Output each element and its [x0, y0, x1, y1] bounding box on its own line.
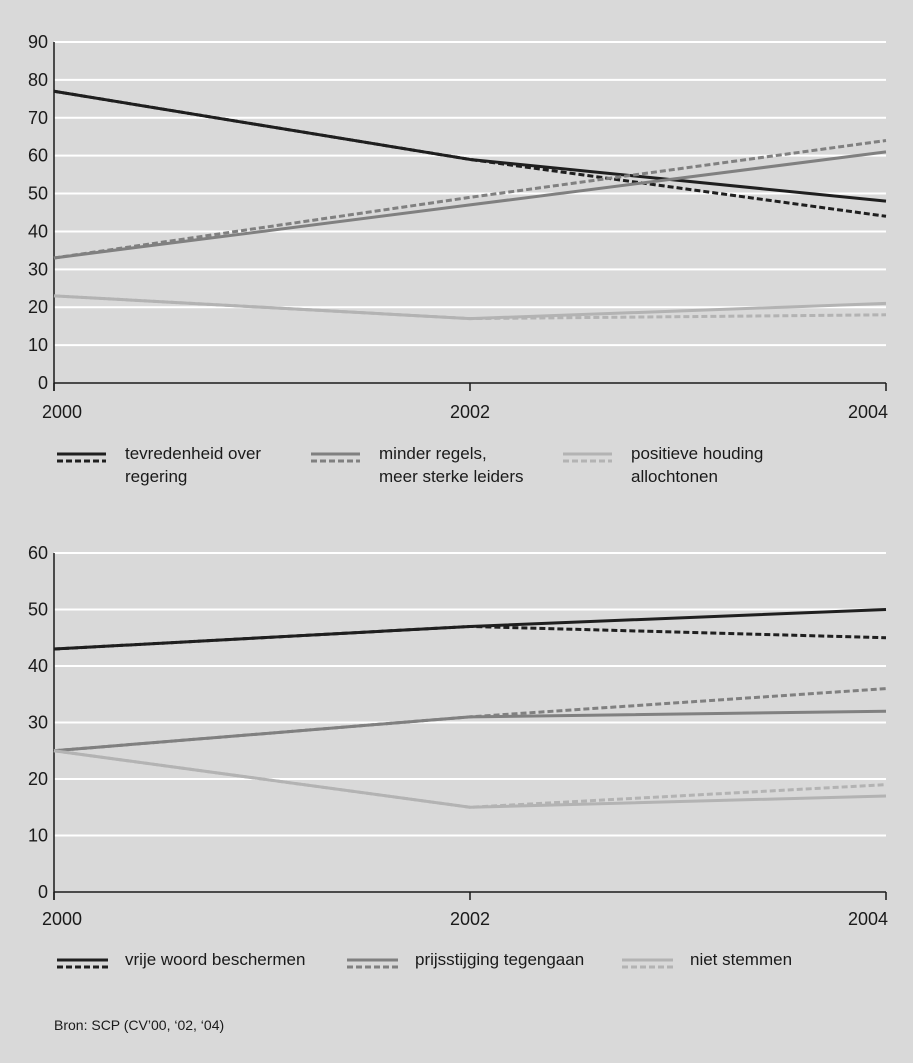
y-tick-label: 10: [28, 826, 48, 846]
legend-label: niet stemmen: [690, 950, 792, 969]
y-tick-label: 10: [28, 335, 48, 355]
legend-label: meer sterke leiders: [379, 467, 524, 486]
y-tick-label: 90: [28, 32, 48, 52]
series-line-solid: [54, 152, 886, 258]
y-tick-label: 30: [28, 259, 48, 279]
y-tick-label: 20: [28, 297, 48, 317]
x-tick-label: 2000: [42, 402, 82, 422]
x-tick-label: 2004: [848, 909, 888, 929]
y-tick-label: 50: [28, 600, 48, 620]
y-tick-label: 80: [28, 70, 48, 90]
x-tick-label: 2002: [450, 909, 490, 929]
y-tick-label: 0: [38, 882, 48, 902]
y-tick-label: 70: [28, 108, 48, 128]
y-tick-label: 30: [28, 713, 48, 733]
y-tick-label: 0: [38, 373, 48, 393]
legend-label: prijsstijging tegengaan: [415, 950, 584, 969]
series-line-solid: [54, 610, 886, 650]
x-tick-label: 2000: [42, 909, 82, 929]
y-tick-label: 60: [28, 146, 48, 166]
legend-label: regering: [125, 467, 187, 486]
y-tick-label: 50: [28, 184, 48, 204]
series-line-solid: [54, 91, 886, 201]
legend-label: tevredenheid over: [125, 444, 261, 463]
y-tick-label: 20: [28, 769, 48, 789]
series-line-dashed: [54, 91, 886, 216]
legend-label: positieve houding: [631, 444, 763, 463]
source-note: Bron: SCP (CV’00, ‘02, ‘04): [54, 1017, 224, 1033]
chart-bottom: 0 10 20 30 40 50 60 2000 2002 2004 vrije woord bes…: [28, 543, 888, 969]
legend-label: allochtonen: [631, 467, 718, 486]
series-line-dashed: [54, 626, 886, 649]
chart-top: 0 10 20 30 40 50 60 70 80 90 2000 2002 2004 tevredenh…: [28, 32, 888, 486]
legend-label: vrije woord beschermen: [125, 950, 305, 969]
legend-label: minder regels,: [379, 444, 487, 463]
y-tick-label: 40: [28, 656, 48, 676]
y-tick-label: 40: [28, 221, 48, 241]
y-tick-label: 60: [28, 543, 48, 563]
x-tick-label: 2004: [848, 402, 888, 422]
x-tick-label: 2002: [450, 402, 490, 422]
